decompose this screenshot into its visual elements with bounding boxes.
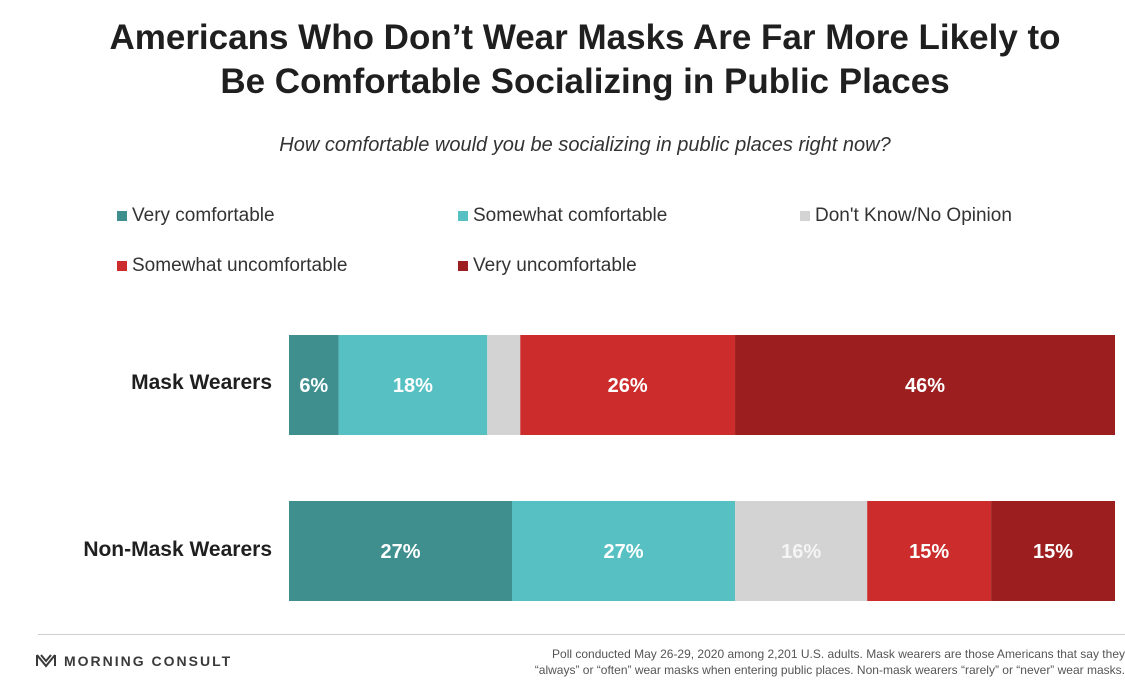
brand-logo: MORNING CONSULT bbox=[36, 653, 232, 669]
data-label-mask-wearers-series-1: 18% bbox=[393, 375, 433, 397]
footnote-line-1: Poll conducted May 26-29, 2020 among 2,2… bbox=[395, 646, 1125, 662]
footnote: Poll conducted May 26-29, 2020 among 2,2… bbox=[395, 646, 1125, 678]
data-label-non-mask-wearers-series-3: 15% bbox=[909, 541, 949, 563]
data-label-non-mask-wearers-series-4: 15% bbox=[1033, 541, 1073, 563]
data-label-mask-wearers-series-4: 46% bbox=[905, 375, 945, 397]
data-label-mask-wearers-series-0: 6% bbox=[299, 375, 328, 397]
data-label-non-mask-wearers-series-1: 27% bbox=[604, 541, 644, 563]
morning-consult-logo-icon bbox=[36, 654, 56, 668]
footer-divider bbox=[38, 634, 1125, 635]
data-label-mask-wearers-series-3: 26% bbox=[608, 375, 648, 397]
footnote-line-2: “always” or “often” wear masks when ente… bbox=[395, 662, 1125, 678]
data-label-non-mask-wearers-series-0: 27% bbox=[380, 541, 420, 563]
bar-mask-wearers-series-2 bbox=[487, 335, 520, 435]
data-label-non-mask-wearers-series-2: 16% bbox=[781, 541, 821, 563]
brand-name: MORNING CONSULT bbox=[64, 653, 232, 669]
